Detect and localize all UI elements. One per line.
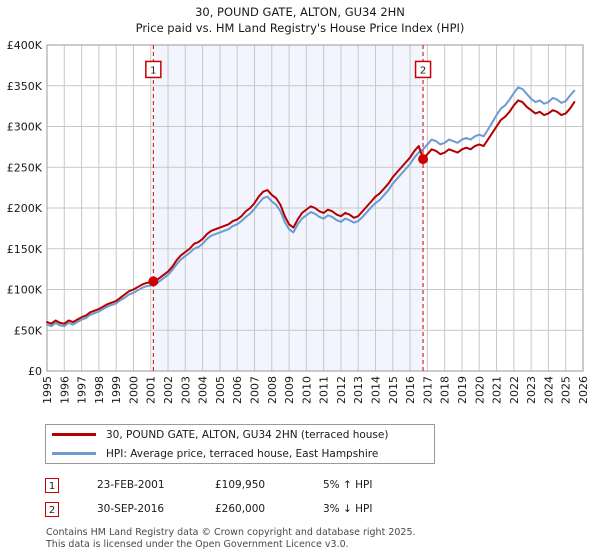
legend-label-property: 30, POUND GATE, ALTON, GU34 2HN (terrace… bbox=[106, 428, 389, 441]
x-axis-tick-label: 2014 bbox=[370, 376, 383, 404]
x-axis-tick-label: 2012 bbox=[335, 376, 348, 404]
sale-marker-badge bbox=[145, 60, 162, 79]
x-axis-tick-label: 2009 bbox=[283, 376, 296, 404]
y-axis-tick-label: £250K bbox=[7, 161, 43, 174]
y-axis-tick-label: £0 bbox=[28, 365, 42, 378]
y-axis-tick-label: £200K bbox=[7, 202, 43, 215]
x-axis-tick-label: 2006 bbox=[231, 376, 244, 404]
x-axis-tick-label: 2016 bbox=[404, 376, 417, 404]
x-axis-tick-label: 2003 bbox=[179, 376, 192, 404]
transaction-date-2: 30-SEP-2016 bbox=[97, 503, 165, 515]
y-axis-tick-label: £400K bbox=[7, 39, 43, 52]
table-row: 2 30-SEP-2016 £260,000 3% ↓ HPI bbox=[45, 497, 445, 521]
transaction-hpi-delta-1: 5% ↑ HPI bbox=[323, 479, 373, 491]
transaction-date-1: 23-FEB-2001 bbox=[97, 479, 165, 491]
x-axis-tick-label: 2020 bbox=[473, 376, 486, 404]
transaction-marker-1: 1 bbox=[45, 477, 59, 493]
y-axis-tick-label: £350K bbox=[7, 80, 43, 93]
x-axis-tick-label: 2004 bbox=[197, 376, 210, 404]
footer-line-copyright: Contains HM Land Registry data © Crown c… bbox=[46, 527, 416, 538]
y-axis-tick-label: £100K bbox=[7, 284, 43, 297]
sale-marker-number: 2 bbox=[420, 65, 426, 76]
chart-title-block: 30, POUND GATE, ALTON, GU34 2HN Price pa… bbox=[0, 4, 600, 36]
x-axis-tick-label: 2005 bbox=[214, 376, 227, 404]
x-axis-tick-label: 2008 bbox=[266, 376, 279, 404]
x-axis-tick-label: 2019 bbox=[456, 376, 469, 404]
legend-swatch-property bbox=[52, 433, 96, 436]
x-axis-tick-label: 1999 bbox=[110, 376, 123, 404]
x-axis-tick-label: 2007 bbox=[248, 376, 261, 404]
plot-frame bbox=[46, 44, 584, 372]
x-axis-tick-label: 2025 bbox=[560, 376, 573, 404]
series-line-hpi bbox=[46, 86, 576, 328]
table-row: 1 23-FEB-2001 £109,950 5% ↑ HPI bbox=[45, 473, 445, 497]
x-axis-tick-label: 2011 bbox=[318, 376, 331, 404]
transactions-table: 1 23-FEB-2001 £109,950 5% ↑ HPI 2 30-SEP… bbox=[45, 473, 445, 521]
x-axis-tick-label: 1996 bbox=[58, 376, 71, 404]
x-axis-tick-label: 1998 bbox=[93, 376, 106, 404]
sale-marker-badge bbox=[414, 60, 432, 79]
x-axis-tick-label: 2023 bbox=[525, 376, 538, 404]
x-axis-tick-label: 2018 bbox=[439, 376, 452, 404]
chart-area: £0 £50K £100K £150K £200K £250K £300K £350K £400… bbox=[7, 39, 590, 404]
attribution-footer: Contains HM Land Registry data © Crown c… bbox=[46, 527, 566, 550]
sale-point-dot bbox=[148, 276, 159, 287]
y-axis-tick-label: £150K bbox=[7, 243, 43, 256]
y-axis-tick-label: £50K bbox=[14, 324, 43, 337]
x-axis-tick-label: 2017 bbox=[421, 376, 434, 404]
x-axis-tick-label: 2022 bbox=[508, 376, 521, 404]
x-axis-tick-label: 1995 bbox=[41, 376, 54, 404]
legend-swatch-hpi bbox=[52, 452, 96, 455]
x-axis-tick-label: 2013 bbox=[352, 376, 365, 404]
x-axis-tick-label: 2001 bbox=[145, 376, 158, 404]
x-axis-tick-label: 2026 bbox=[577, 376, 590, 404]
footer-line-licence: This data is licensed under the Open Gov… bbox=[46, 538, 349, 550]
transaction-price-2: £260,000 bbox=[215, 503, 266, 515]
page-subtitle: Price paid vs. HM Land Registry's House … bbox=[135, 21, 465, 35]
sale-marker-number: 1 bbox=[150, 65, 156, 76]
series-line-property bbox=[46, 99, 576, 325]
chart-legend: 30, POUND GATE, ALTON, GU34 2HN (terrace… bbox=[45, 424, 435, 464]
transaction-price-1: £109,950 bbox=[215, 479, 266, 491]
x-axis-tick-label: 2002 bbox=[162, 376, 175, 404]
legend-label-hpi: HPI: Average price, terraced house, East… bbox=[106, 447, 379, 460]
x-axis-tick-label: 2010 bbox=[300, 376, 313, 404]
transaction-marker-2: 2 bbox=[45, 501, 59, 517]
x-axis-tick-label: 2000 bbox=[127, 376, 140, 404]
transaction-hpi-delta-2: 3% ↓ HPI bbox=[323, 503, 373, 515]
x-axis-tick-label: 2024 bbox=[542, 376, 555, 404]
x-axis-tick-label: 2015 bbox=[387, 376, 400, 404]
sale-point-dot bbox=[418, 154, 429, 165]
price-history-line-chart: £0 £50K £100K £150K £200K £250K £300K £350K £400… bbox=[7, 39, 590, 404]
x-axis-tick-label: 2021 bbox=[491, 376, 504, 404]
y-axis-tick-label: £300K bbox=[7, 121, 43, 134]
legend-item-hpi: HPI: Average price, terraced house, East… bbox=[46, 444, 434, 463]
x-axis-tick-label: 1997 bbox=[76, 376, 89, 404]
legend-item-property: 30, POUND GATE, ALTON, GU34 2HN (terrace… bbox=[46, 425, 434, 444]
page-title: 30, POUND GATE, ALTON, GU34 2HN bbox=[195, 5, 405, 19]
